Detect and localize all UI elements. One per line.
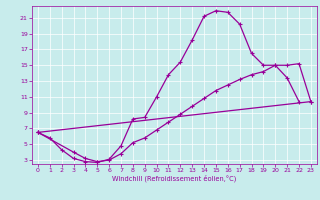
X-axis label: Windchill (Refroidissement éolien,°C): Windchill (Refroidissement éolien,°C) — [112, 175, 236, 182]
